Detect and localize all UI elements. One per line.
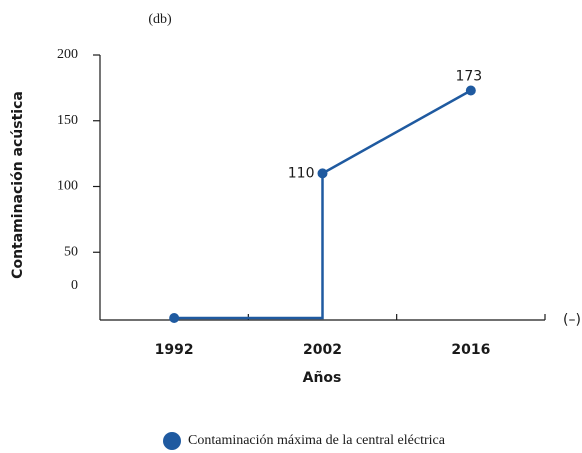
x-tick-label: 2002 bbox=[303, 342, 342, 358]
y-axis-label: Contaminación acústica bbox=[10, 91, 26, 279]
y-tick-label: 200 bbox=[57, 47, 78, 62]
y-tick-label: 50 bbox=[64, 244, 78, 259]
point bbox=[465, 85, 476, 96]
legend-label: Contaminación máxima de la central eléct… bbox=[188, 433, 446, 448]
x-unit: (–) bbox=[563, 312, 581, 328]
y-tick-label: 0 bbox=[71, 278, 78, 293]
y-tick-label: 100 bbox=[57, 179, 78, 194]
x-tick-label: 1992 bbox=[155, 342, 194, 358]
point bbox=[317, 168, 328, 179]
y-tick-label: 150 bbox=[57, 113, 78, 128]
point bbox=[169, 313, 180, 323]
y-unit: (db) bbox=[148, 12, 172, 27]
x-tick-label: 2016 bbox=[451, 342, 490, 358]
legend-marker bbox=[163, 432, 181, 450]
value-label: 173 bbox=[455, 69, 482, 85]
x-axis-label: Años bbox=[303, 370, 342, 386]
line bbox=[174, 89, 472, 320]
value-label: 110 bbox=[288, 165, 315, 181]
